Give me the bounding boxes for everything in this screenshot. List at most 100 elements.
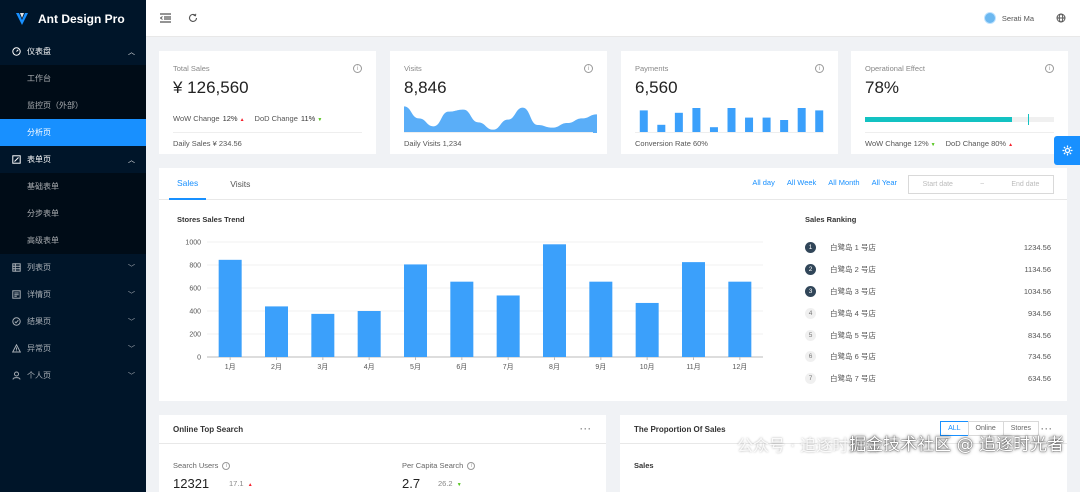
tab-visits[interactable]: Visits <box>230 178 251 189</box>
sales-bar[interactable] <box>589 281 613 357</box>
store-sales: 1134.56 <box>1024 265 1051 275</box>
stat-label: Operational Effect <box>865 64 925 73</box>
search-users-change: 17.1 ▲ <box>229 479 253 488</box>
sidebar-group-5[interactable]: 异常页 ﹀ <box>0 335 146 362</box>
sidebar-group-label: 表单页 <box>27 155 51 164</box>
y-tick-label: 400 <box>189 309 201 316</box>
sidebar-group-1[interactable]: 表单页 ︿ <box>0 146 146 173</box>
payments-bar <box>657 124 666 132</box>
sidebar-item[interactable]: 分析页 <box>0 119 146 146</box>
visits-value: 8,846 <box>404 78 447 97</box>
sidebar-group-label: 结果页 <box>27 317 51 326</box>
sidebar: Ant Design Pro 仪表盘 ︿ 工作台监控页（外部） 分析页 表单页 ︿ 基础表单… <box>0 0 146 492</box>
sidebar-group-label: 个人页 <box>27 371 51 380</box>
x-tick-label: 4月 <box>364 363 375 371</box>
tab-sales[interactable]: Sales <box>169 168 207 200</box>
card-title: Online Top Search <box>173 424 244 434</box>
sidebar-group-label: 异常页 <box>27 344 51 353</box>
sidebar-group-0[interactable]: 仪表盘 ︿ <box>0 38 146 65</box>
sales-bar[interactable] <box>265 306 288 357</box>
x-tick-label: 5月 <box>410 363 421 371</box>
store-sales: 734.56 <box>1028 352 1051 362</box>
sales-bar[interactable] <box>357 311 381 357</box>
info-icon[interactable]: i <box>1045 64 1054 73</box>
sidebar-item[interactable]: 监控页（外部） <box>27 101 83 110</box>
x-tick-label: 9月 <box>595 363 606 371</box>
sales-bar-chart: 0 200 400 600 800 1000 1月 2月 3月 4月 5月 6月 7月 8月 9月 10月 11… <box>185 240 763 371</box>
more-icon[interactable]: ··· <box>1041 424 1053 434</box>
menu-fold-icon[interactable] <box>158 11 172 25</box>
wow-label: WoW Change <box>173 114 220 123</box>
y-tick-label: 0 <box>197 355 201 362</box>
watermark: 掘金技术社区 @ 追逐时光者 <box>849 435 1064 455</box>
more-icon[interactable]: ··· <box>580 424 592 434</box>
sidebar-item[interactable]: 分步表单 <box>27 209 59 218</box>
info-icon[interactable]: i <box>815 64 824 73</box>
range-separator: ~ <box>980 181 985 188</box>
sidebar-group-4[interactable]: 结果页 ﹀ <box>0 308 146 335</box>
store-name: 白鹭岛 7 号店 <box>830 374 876 384</box>
info-icon[interactable]: i <box>584 64 593 73</box>
sidebar-group-2[interactable]: 列表页 ﹀ <box>0 254 146 281</box>
reload-icon[interactable] <box>186 11 200 25</box>
visits-area-chart <box>404 106 597 133</box>
settings-drawer-button[interactable] <box>1054 136 1080 165</box>
sales-bar[interactable] <box>682 262 705 357</box>
sales-bar[interactable] <box>311 313 335 357</box>
ranking-row: 7 白鹭岛 7 号店 634.56 <box>805 368 1051 390</box>
sales-bar[interactable] <box>635 302 659 357</box>
sales-bar[interactable] <box>728 281 752 357</box>
x-tick-label: 6月 <box>456 363 467 371</box>
wow-label: WoW Change <box>865 139 912 148</box>
search-users-text: Search Users <box>173 461 219 470</box>
stat-footer: Conversion Rate 60% <box>635 132 824 148</box>
sales-bar[interactable] <box>450 281 474 357</box>
seg-stores[interactable]: Stores <box>1002 421 1039 436</box>
user-name[interactable]: Serati Ma <box>1001 13 1034 23</box>
end-date-input[interactable]: End date <box>1011 181 1040 188</box>
payments-bar <box>639 110 648 132</box>
search-users-value: 12321 <box>173 476 210 491</box>
x-tick-label: 7月 <box>503 363 514 371</box>
dod-label: DoD Change <box>945 139 989 148</box>
x-tick-label: 1月 <box>225 363 236 371</box>
avatar[interactable] <box>983 12 996 24</box>
per-capita-text: Per Capita Search <box>402 461 464 470</box>
sidebar-group-6[interactable]: 个人页 ﹀ <box>0 362 146 389</box>
range-all-week[interactable]: All Week <box>786 178 817 187</box>
sales-bar[interactable] <box>543 244 566 357</box>
date-range-picker[interactable]: Start date ~ End date <box>908 175 1054 194</box>
range-all-day[interactable]: All day <box>752 178 775 187</box>
logo[interactable]: Ant Design Pro <box>0 0 146 38</box>
chevron-down-icon: ﹀ <box>128 345 135 353</box>
info-icon[interactable]: i <box>467 461 476 470</box>
globe-icon[interactable] <box>1054 11 1068 25</box>
range-all-month[interactable]: All Month <box>828 178 860 187</box>
ranking-row: 1 白鹭岛 1 号店 1234.56 <box>805 237 1051 259</box>
stat-label: Payments <box>635 64 669 73</box>
start-date-input[interactable]: Start date <box>922 181 953 188</box>
sidebar-item[interactable]: 工作台 <box>27 74 51 83</box>
total-sales-value: ¥ 126,560 <box>173 78 249 97</box>
x-tick-label: 2月 <box>271 363 282 371</box>
search-users-change-value: 17.1 <box>229 479 244 488</box>
card-header: The Proportion Of Sales ALL Online Store… <box>620 415 1067 444</box>
sidebar-item[interactable]: 基础表单 <box>27 182 59 191</box>
y-tick-label: 1000 <box>185 240 201 247</box>
payments-bar <box>692 108 701 132</box>
info-icon[interactable]: i <box>353 64 362 73</box>
range-all-year[interactable]: All Year <box>871 178 897 187</box>
sales-bar[interactable] <box>496 295 520 357</box>
dashboard-icon <box>12 47 21 56</box>
operational-card: Operational Effect i 78% WoW Change 12% ▼… <box>851 51 1068 154</box>
ant-logo-icon <box>16 13 28 25</box>
wow-value: 12% <box>913 139 929 148</box>
payments-bar <box>674 112 683 132</box>
sidebar-group-3[interactable]: 详情页 ﹀ <box>0 281 146 308</box>
proportion-label: Sales <box>634 461 654 470</box>
sidebar-item[interactable]: 高级表单 <box>27 236 59 245</box>
sales-bar[interactable] <box>404 264 427 357</box>
store-name: 白鹭岛 6 号店 <box>830 352 876 362</box>
sales-bar[interactable] <box>218 259 242 357</box>
info-icon[interactable]: i <box>222 461 231 470</box>
